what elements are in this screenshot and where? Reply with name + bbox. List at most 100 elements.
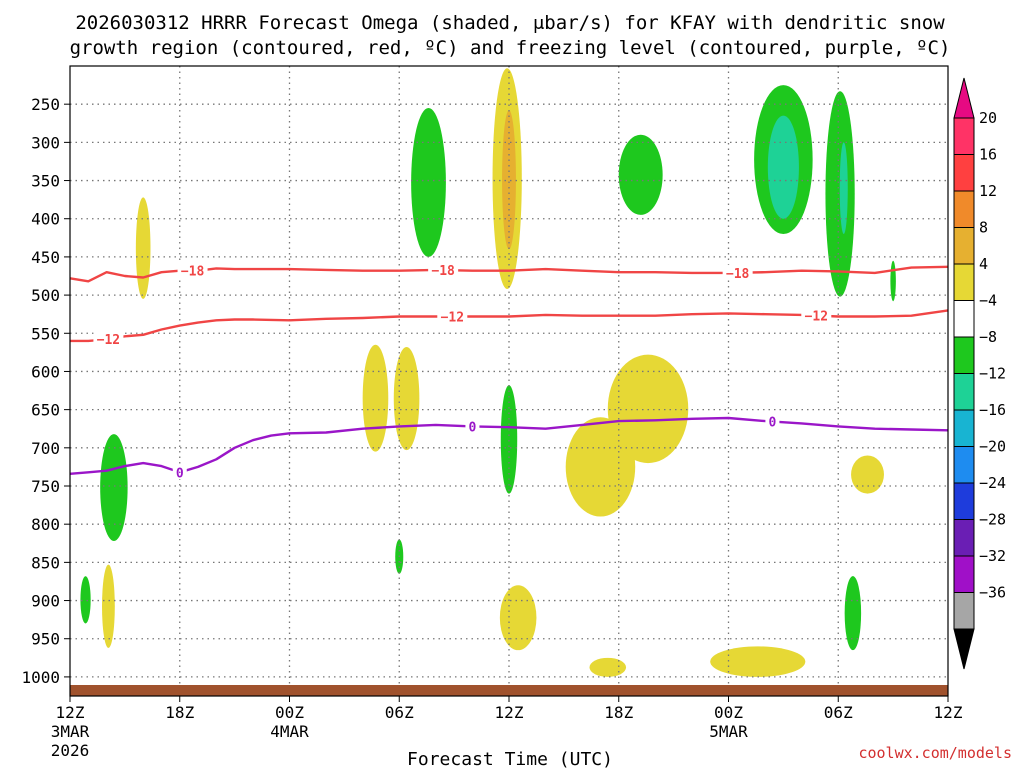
y-tick-350: 350	[31, 172, 60, 191]
colorbar: 20 16 12 8 4 −4 −8 −12 −16 −20 −24 −28 −32 −36	[953, 77, 1006, 670]
x-tick-42: 06Z	[824, 703, 853, 722]
omega-area-20	[839, 142, 848, 234]
x-tick-0: 12Z	[56, 703, 85, 722]
colorbar-bottom-arrow	[953, 628, 975, 670]
y-tick-500: 500	[31, 286, 60, 305]
colorbar-segment-1	[953, 154, 975, 192]
y-tick-600: 600	[31, 362, 60, 381]
y-tick-550: 550	[31, 324, 60, 343]
isotherm-label-0: 0	[469, 420, 477, 435]
y-tick-300: 300	[31, 133, 60, 152]
isotherm-label--18: −18	[431, 264, 455, 279]
isotherm-label--18: −18	[181, 265, 205, 280]
ground-strip	[70, 685, 948, 696]
colorbar-segment-9	[953, 446, 975, 484]
grid-lines	[70, 66, 948, 696]
x-tick-30: 18Z	[604, 703, 633, 722]
colorbar-label-10: −24	[979, 474, 1006, 492]
isotherm--18	[69, 265, 949, 283]
colorbar-segment-12	[953, 555, 975, 593]
omega-shading	[80, 68, 896, 677]
colorbar-segment-4	[953, 263, 975, 301]
omega-area-14	[589, 657, 627, 677]
y-tick-250: 250	[31, 95, 60, 114]
title-line-2: growth region (contoured, red, ºC) and f…	[70, 37, 951, 59]
x-tick-date: 5MAR	[709, 722, 748, 741]
isotherm-label--12: −12	[97, 333, 120, 348]
isotherm-label-bg	[177, 262, 208, 278]
colorbar-label-2: 12	[979, 182, 997, 200]
colorbar-label-6: −8	[979, 328, 997, 346]
y-tick-1000: 1000	[21, 668, 60, 687]
colorbar-segment-5	[953, 300, 975, 338]
y-tick-400: 400	[31, 210, 60, 229]
x-tick-48: 12Z	[934, 703, 963, 722]
isotherm-label--12: −12	[441, 310, 464, 325]
omega-area-10	[500, 385, 518, 494]
colorbar-label-0: 20	[979, 109, 997, 127]
omega-area-13	[607, 354, 689, 464]
x-tick-6: 18Z	[165, 703, 194, 722]
isotherm-0	[69, 416, 949, 475]
isotherm-label-bg	[93, 331, 124, 347]
x-tick-36: 00Z	[714, 703, 743, 722]
colorbar-label-4: 4	[979, 255, 988, 273]
ground-layer	[70, 685, 948, 696]
isotherm-label--12: −12	[805, 310, 828, 325]
colorbar-label-9: −20	[979, 438, 1006, 456]
omega-area-5	[393, 347, 420, 451]
colorbar-segment-10	[953, 482, 975, 520]
colorbar-segment-13	[953, 592, 975, 630]
x-tick-12: 00Z	[275, 703, 304, 722]
y-tick-700: 700	[31, 439, 60, 458]
omega-area-3	[102, 564, 115, 648]
colorbar-segment-7	[953, 373, 975, 411]
omega-area-23	[844, 576, 862, 651]
y-tick-850: 850	[31, 553, 60, 572]
isotherm-label-bg	[172, 464, 187, 480]
omega-area-22	[851, 455, 884, 494]
colorbar-label-5: −4	[979, 292, 997, 310]
omega-area-1	[100, 434, 128, 541]
omega-area-0	[135, 197, 151, 299]
colorbar-segment-11	[953, 519, 975, 557]
plot-frame	[69, 65, 949, 697]
y-axis-ticks: 250 300 350 400 450 500 550 600 650 700 750 800 850 9…	[21, 95, 70, 687]
y-tick-900: 900	[31, 592, 60, 611]
colorbar-segment-3	[953, 227, 975, 265]
isotherm-label-bg	[428, 262, 459, 278]
isotherm-label-bg	[437, 308, 468, 324]
omega-area-18	[767, 115, 799, 219]
colorbar-segment-2	[953, 190, 975, 228]
y-tick-650: 650	[31, 401, 60, 420]
x-tick-18: 06Z	[385, 703, 414, 722]
isotherm-label-bg	[722, 264, 753, 280]
colorbar-label-7: −12	[979, 365, 1006, 383]
colorbar-label-13: −36	[979, 584, 1006, 602]
colorbar-label-12: −32	[979, 547, 1006, 565]
x-tick-24: 12Z	[495, 703, 524, 722]
omega-area-7	[411, 108, 446, 257]
x-axis-label: Forecast Time (UTC)	[407, 749, 613, 768]
isotherm-label-0: 0	[176, 466, 184, 481]
y-tick-950: 950	[31, 630, 60, 649]
colorbar-segment-6	[953, 336, 975, 374]
omega-area-16	[618, 134, 663, 215]
y-tick-450: 450	[31, 248, 60, 267]
y-tick-750: 750	[31, 477, 60, 496]
y-tick-800: 800	[31, 515, 60, 534]
omega-area-15	[710, 646, 806, 677]
credit-text: coolwx.com/models	[858, 744, 1012, 762]
x-tick-year: 2026	[51, 741, 90, 760]
colorbar-label-1: 16	[979, 146, 997, 164]
colorbar-label-3: 8	[979, 219, 988, 237]
omega-area-11	[499, 585, 537, 651]
isotherm-label-0: 0	[768, 416, 776, 431]
isotherm--12	[70, 309, 949, 343]
isotherm-contours: −18 −18 −18 −12 −12 −12 0 0 0	[69, 262, 949, 481]
title-line-1: 2026030312 HRRR Forecast Omega (shaded, …	[75, 12, 945, 34]
colorbar-segment-0	[953, 117, 975, 155]
